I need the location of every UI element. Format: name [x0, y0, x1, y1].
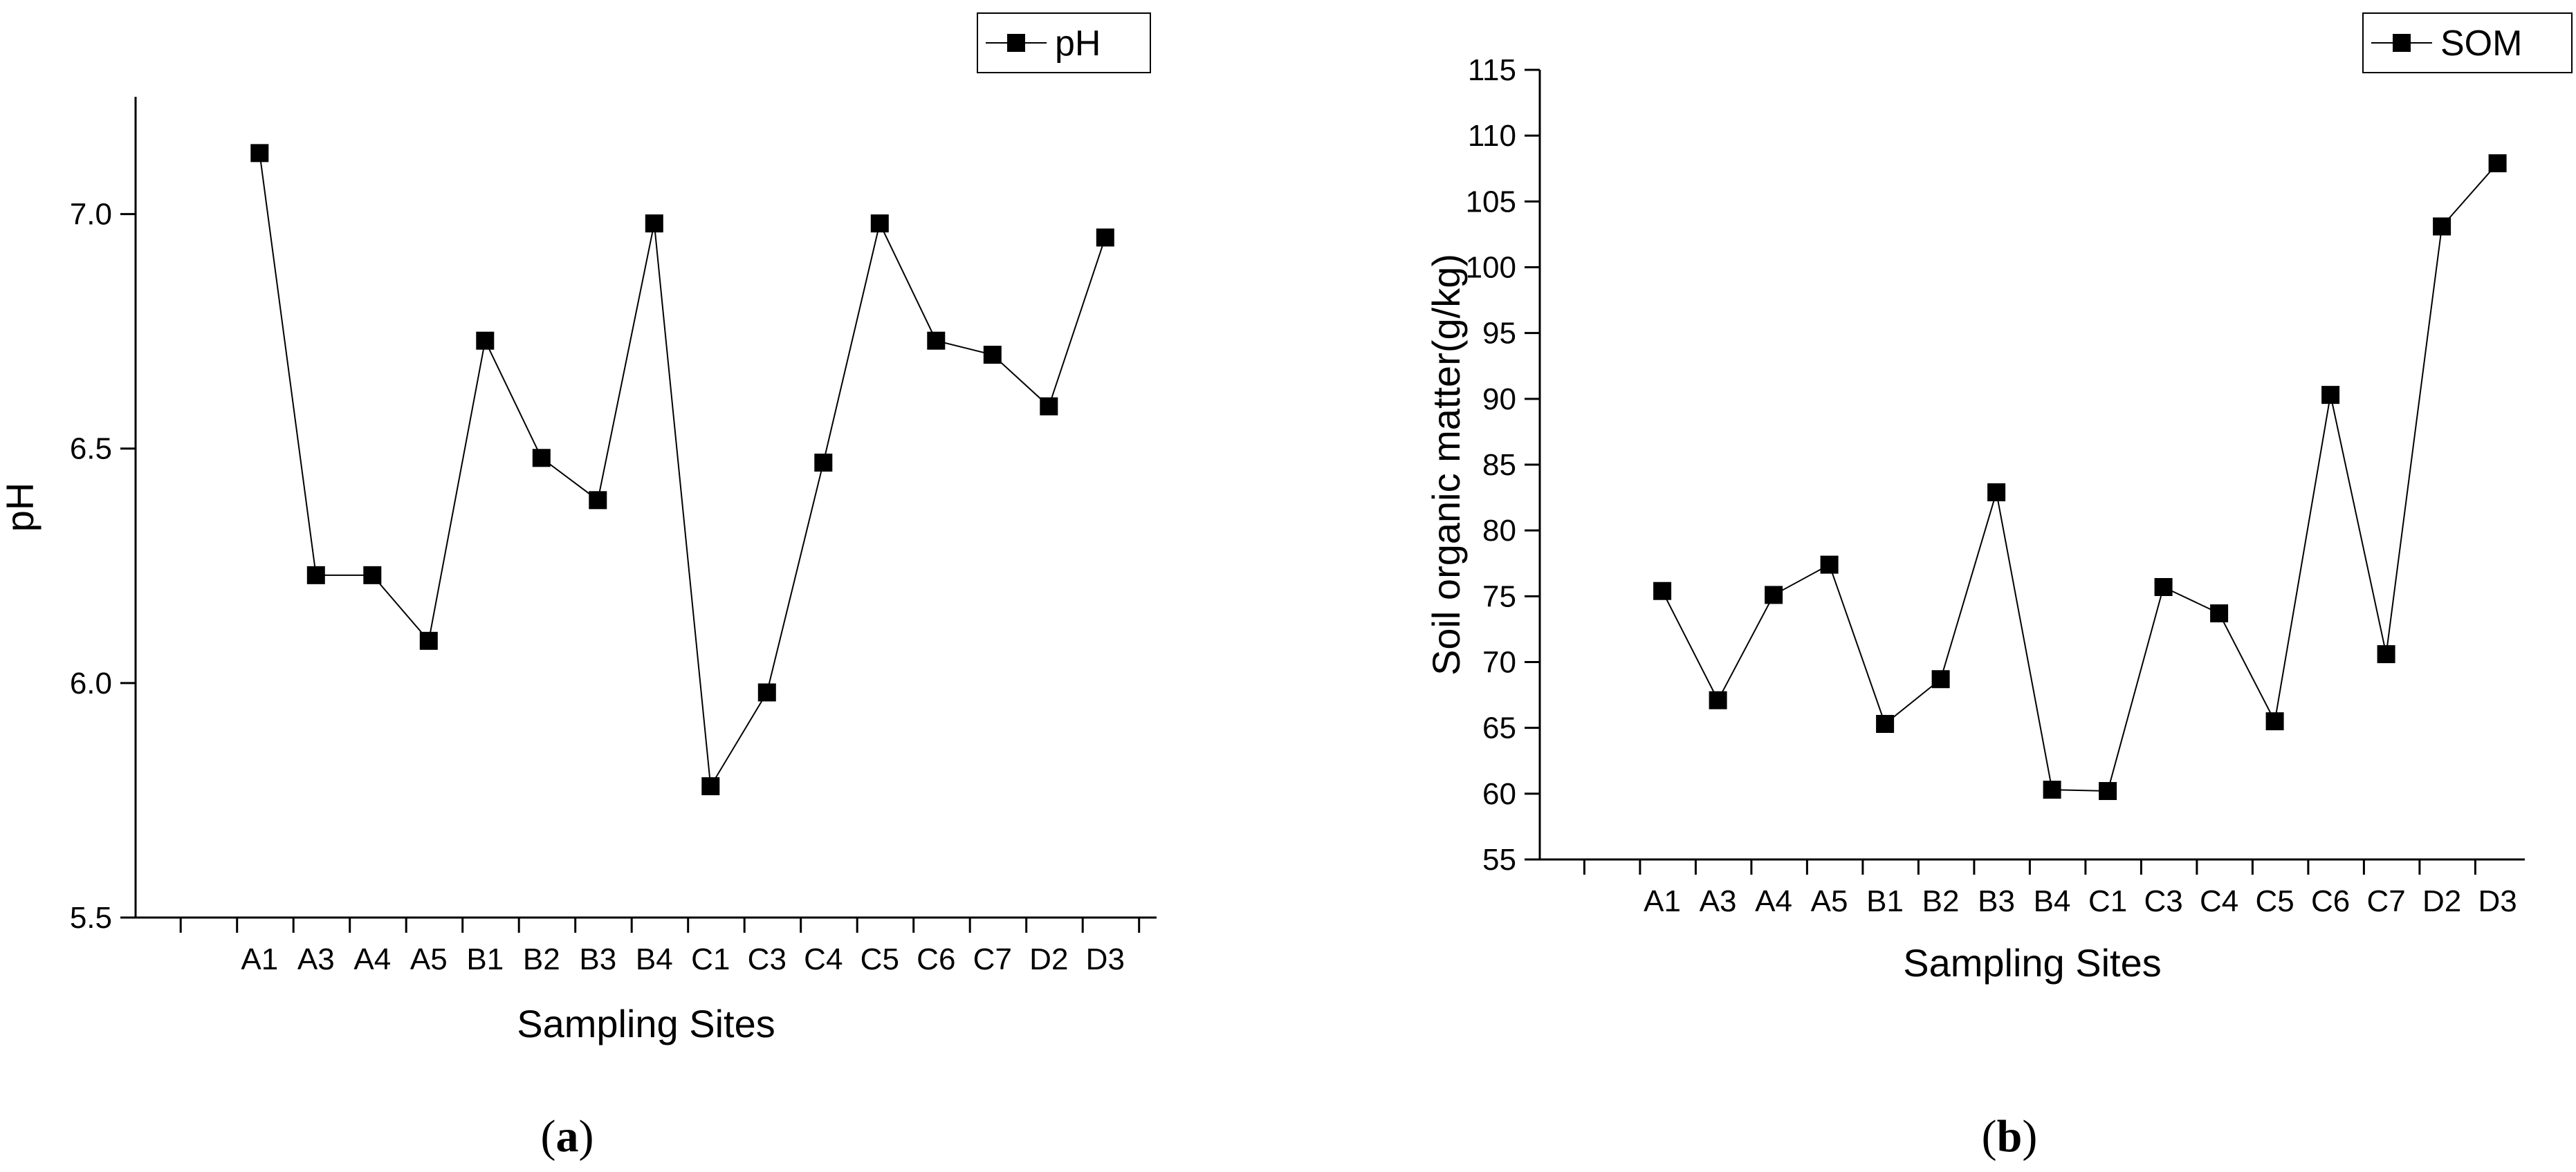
data-point	[532, 449, 551, 467]
y-axis-title: pH	[0, 483, 42, 532]
x-tick-label: B4	[636, 942, 673, 976]
x-tick-label: B2	[523, 942, 560, 976]
data-point	[1820, 555, 1839, 574]
data-point	[645, 214, 663, 233]
data-point	[2099, 782, 2117, 801]
y-tick-label: 5.5	[70, 901, 112, 935]
legend-label: SOM	[2440, 24, 2522, 64]
x-axis-title: Sampling Sites	[517, 1002, 775, 1045]
data-point	[2488, 154, 2507, 173]
x-tick-label: C7	[2366, 884, 2405, 918]
y-tick-label: 65	[1482, 711, 1516, 745]
x-tick-label: B1	[1866, 884, 1904, 918]
data-point	[419, 631, 438, 650]
x-tick-label: D2	[2422, 884, 2461, 918]
legend-marker	[1007, 34, 1025, 52]
x-tick-label: B2	[1922, 884, 1960, 918]
y-tick-label: 6.5	[70, 432, 112, 466]
data-point	[757, 683, 776, 702]
x-tick-label: C7	[973, 942, 1012, 976]
data-point	[983, 346, 1002, 364]
x-tick-label: C6	[917, 942, 955, 976]
data-point	[1096, 228, 1114, 247]
data-point	[1876, 714, 1895, 733]
data-point	[476, 331, 495, 350]
data-point	[363, 566, 382, 584]
x-tick-label: C3	[2144, 884, 2182, 918]
x-tick-label: A3	[297, 942, 335, 976]
data-point	[1040, 397, 1058, 416]
data-point	[1765, 586, 1783, 604]
y-tick-label: 7.0	[70, 198, 112, 232]
x-tick-label: B4	[2034, 884, 2071, 918]
y-tick-label: 95	[1482, 317, 1516, 351]
y-tick-label: 115	[1468, 53, 1516, 87]
y-tick-label: 6.0	[70, 667, 112, 700]
x-tick-label: C1	[691, 942, 730, 976]
data-point	[2043, 781, 2061, 799]
chart-panel-som: 55 60 65 70 75 80 85 90 95 100 105 110 115 A1 A3 A4 A5 B1…	[1424, 12, 2573, 985]
x-tick-label: B3	[579, 942, 616, 976]
series-line-ph	[259, 153, 1106, 789]
data-point	[927, 331, 946, 350]
chart-panel-ph: 5.5 6.0 6.5 7.0 A1 A3 A4 A5 B1 B2 B3 B4 C1 C3 C4 C5 C6 C7…	[0, 12, 1157, 1045]
x-tick-label: A4	[1755, 884, 1792, 918]
x-tick-label: A4	[353, 942, 391, 976]
x-tick-label: D2	[1029, 942, 1068, 976]
x-tick-label: C3	[748, 942, 786, 976]
data-point	[2321, 386, 2340, 404]
x-tick-label: A1	[241, 942, 278, 976]
data-point	[2265, 712, 2284, 731]
legend-marker	[2393, 34, 2411, 52]
x-axis-title: Sampling Sites	[1903, 941, 2162, 985]
y-tick-label: 75	[1482, 579, 1516, 613]
data-point	[250, 144, 269, 162]
x-tick-label: C5	[861, 942, 899, 976]
x-tick-label: C4	[2200, 884, 2238, 918]
x-tick-label: A5	[1811, 884, 1848, 918]
x-tick-label: A5	[410, 942, 448, 976]
panel-label-a: (a)	[541, 1111, 594, 1162]
y-tick-label: 105	[1466, 185, 1516, 218]
x-tick-label: C4	[804, 942, 843, 976]
data-point	[2377, 645, 2395, 664]
x-tick-label: C6	[2311, 884, 2350, 918]
x-tick-label: D3	[2478, 884, 2517, 918]
x-tick-label: B1	[466, 942, 504, 976]
series-line-som	[1662, 162, 2499, 792]
x-tick-label: D3	[1086, 942, 1125, 976]
data-point	[2210, 604, 2229, 623]
y-tick-label: 85	[1482, 448, 1516, 482]
y-axis-title: Soil organic matter(g/kg)	[1424, 254, 1468, 676]
data-point	[870, 214, 889, 233]
x-tick-label: C1	[2088, 884, 2127, 918]
y-tick-label: 80	[1482, 514, 1516, 548]
y-tick-label: 55	[1482, 843, 1516, 877]
y-tick-label: 110	[1468, 119, 1516, 153]
data-point	[306, 566, 325, 584]
data-point	[589, 491, 607, 510]
data-point	[814, 454, 833, 472]
data-point	[701, 777, 720, 796]
panel-label-b: (b)	[1982, 1111, 2038, 1162]
legend-label: pH	[1055, 24, 1101, 64]
data-point	[1653, 582, 1672, 600]
y-tick-label: 100	[1466, 251, 1516, 285]
data-point	[1709, 691, 1727, 709]
x-tick-label: A1	[1644, 884, 1681, 918]
data-point	[1987, 483, 2006, 501]
y-tick-label: 60	[1482, 777, 1516, 811]
data-point	[2433, 217, 2451, 236]
x-tick-label: B3	[1978, 884, 2015, 918]
x-tick-label: A3	[1700, 884, 1737, 918]
y-tick-label: 90	[1482, 382, 1516, 416]
data-point	[1931, 670, 1950, 689]
x-tick-label: C5	[2255, 884, 2294, 918]
data-point	[2154, 578, 2173, 597]
y-tick-label: 70	[1482, 646, 1516, 680]
